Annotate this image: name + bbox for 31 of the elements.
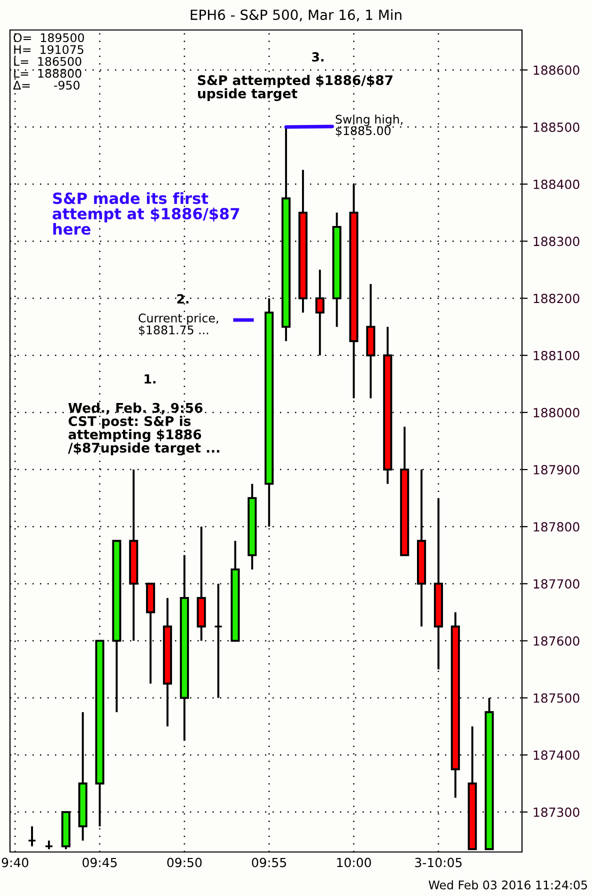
y-tick-label: 187300 xyxy=(534,808,580,817)
x-tick-label: 09:55 xyxy=(252,858,286,868)
y-tick-label: 187800 xyxy=(534,522,580,532)
y-tick-label: 188000 xyxy=(534,408,580,418)
x-tick-label: 10:00 xyxy=(337,858,371,868)
x-tick-label: 3-10:05 xyxy=(415,858,462,868)
chart-title: EPH6 - S&P 500, Mar 16, 1 Min xyxy=(190,9,402,22)
annotation: 2. xyxy=(177,294,188,304)
annotation: 1. xyxy=(144,374,156,384)
y-tick-label: 188300 xyxy=(534,236,580,246)
x-tick-label: 9:40 xyxy=(2,858,28,868)
annotation: Current price, $1881.75 ... xyxy=(138,313,218,336)
y-tick-label: 188400 xyxy=(534,180,580,190)
y-tick-label: 188200 xyxy=(534,294,580,304)
annotation: Wed., Feb. 3, 9:56 CST post: S&P is attempting $1886 /$87upside target ... xyxy=(68,402,220,456)
annotation: O= 189500 H= 191075 L= 186500 L= 188800 Δ= -950 xyxy=(13,33,84,90)
annotation: S&P attempted $1886/$87 upside target xyxy=(198,74,392,102)
annotation: Swing high, $1885.00 xyxy=(336,114,402,137)
x-tick-label: 09:45 xyxy=(82,858,117,868)
annotation: S&P made its first attempt at $1886/$87 here xyxy=(52,192,240,235)
y-tick-label: 188500 xyxy=(534,122,580,132)
y-tick-label: 187600 xyxy=(534,636,580,646)
y-tick-label: 188600 xyxy=(534,65,580,75)
y-tick-label: 187700 xyxy=(534,579,580,589)
text: Wed Feb 03 2016 11:24:05 xyxy=(428,880,587,890)
y-tick-label: 187400 xyxy=(534,750,580,760)
y-tick-label: 187500 xyxy=(534,693,580,703)
x-tick-label: 09:50 xyxy=(167,858,202,868)
annotation: 3. xyxy=(312,52,324,62)
y-tick-label: 188100 xyxy=(534,350,580,360)
y-tick-label: 187900 xyxy=(534,465,580,474)
